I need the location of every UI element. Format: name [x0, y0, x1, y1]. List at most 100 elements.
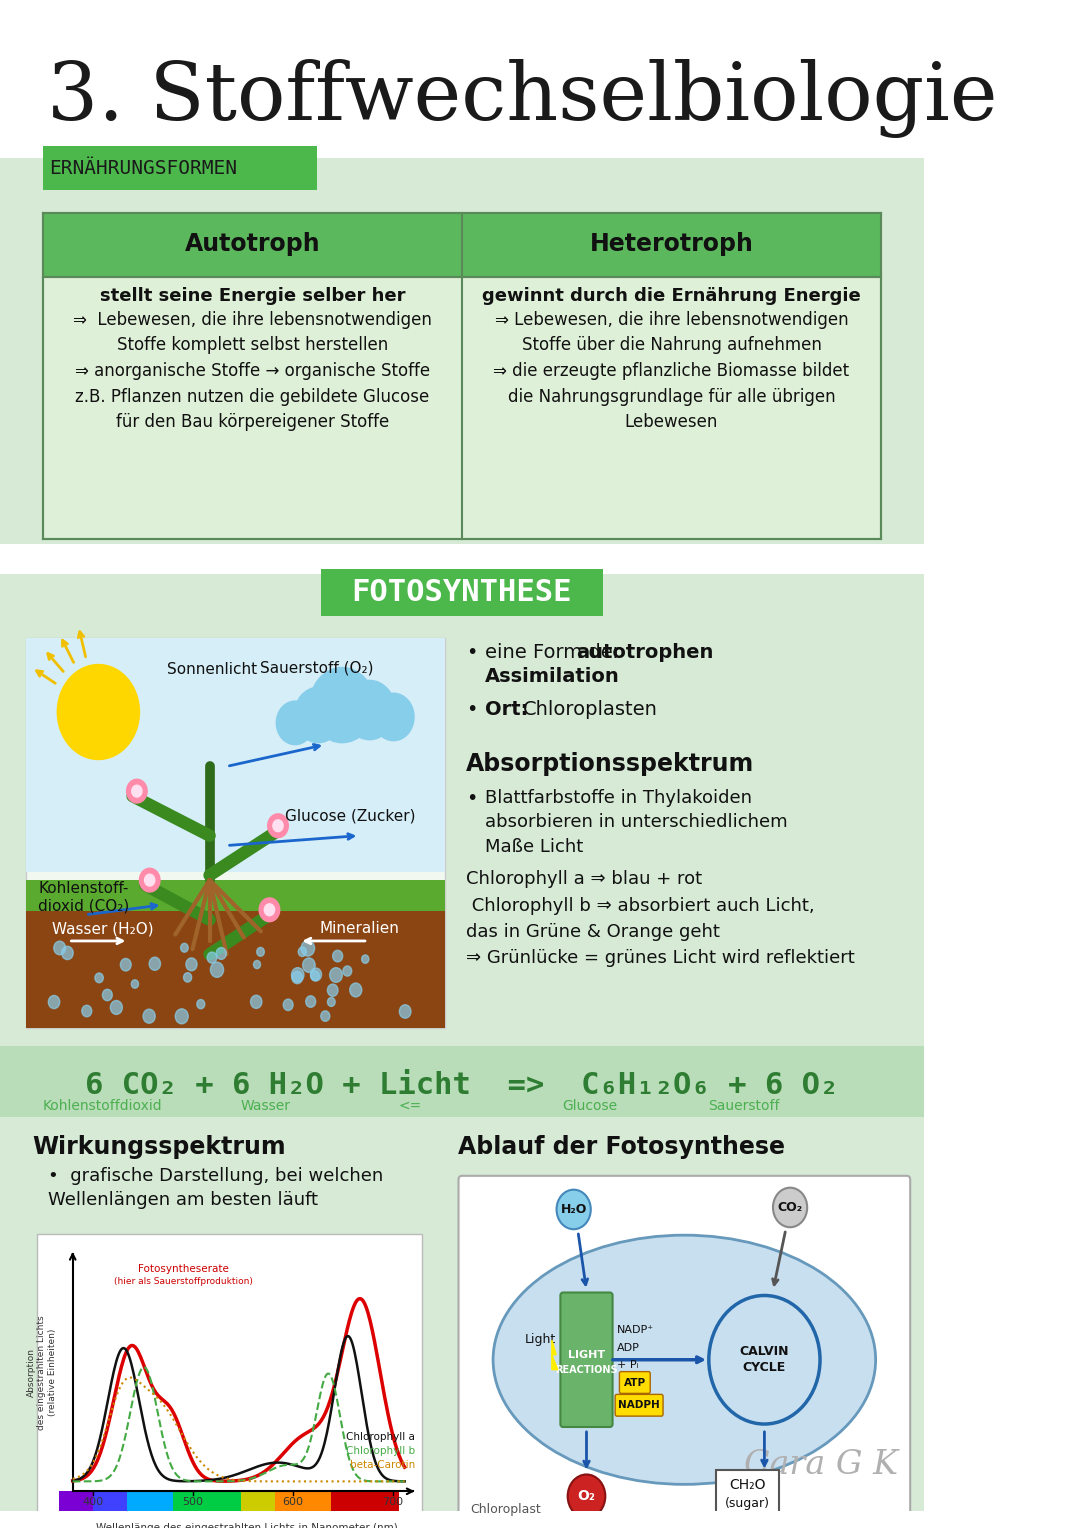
FancyBboxPatch shape [332, 1491, 400, 1526]
Circle shape [254, 961, 260, 969]
FancyBboxPatch shape [43, 212, 881, 277]
Text: 500: 500 [183, 1497, 203, 1507]
Text: •  grafische Darstellung, bei welchen
Wellenlängen am besten läuft: • grafische Darstellung, bei welchen Wel… [48, 1167, 383, 1209]
Text: 600: 600 [283, 1497, 303, 1507]
Text: O₂: O₂ [578, 1490, 595, 1504]
FancyBboxPatch shape [0, 544, 923, 573]
Circle shape [251, 995, 262, 1008]
Text: Cara G K: Cara G K [744, 1450, 899, 1481]
Text: Chlorophyll b: Chlorophyll b [346, 1445, 415, 1456]
Text: Absorptionsspektrum: Absorptionsspektrum [467, 752, 755, 776]
Text: Mineralien: Mineralien [320, 921, 400, 937]
Text: Wasser: Wasser [240, 1099, 291, 1112]
Circle shape [568, 1475, 605, 1517]
Text: beta-Carotin: beta-Carotin [350, 1459, 415, 1470]
Text: Wasser (H₂O): Wasser (H₂O) [52, 921, 153, 937]
Circle shape [329, 967, 342, 983]
Text: 700: 700 [382, 1497, 404, 1507]
Text: Absorption
des eingestrahlten Lichts
(relative Einheiten): Absorption des eingestrahlten Lichts (re… [27, 1316, 57, 1430]
Text: Assimilation: Assimilation [485, 666, 620, 686]
Text: Blattfarbstoffe in Thylakoiden
absorbieren in unterschiedlichem
Maße Licht: Blattfarbstoffe in Thylakoiden absorbier… [485, 788, 787, 856]
FancyBboxPatch shape [0, 544, 923, 573]
Text: Fotosyntheserate: Fotosyntheserate [138, 1264, 229, 1274]
Circle shape [343, 966, 352, 976]
Text: Ort:: Ort: [485, 700, 536, 720]
Text: Chloroplasten: Chloroplasten [523, 700, 658, 720]
Polygon shape [552, 1340, 558, 1369]
Text: 400: 400 [82, 1497, 104, 1507]
Text: Chlorophyll a ⇒ blau + rot
 Chlorophyll b ⇒ absorbiert auch Licht,
das in Grüne : Chlorophyll a ⇒ blau + rot Chlorophyll b… [467, 871, 855, 967]
FancyBboxPatch shape [620, 1372, 650, 1394]
FancyBboxPatch shape [241, 1491, 274, 1526]
Circle shape [110, 1001, 122, 1015]
Circle shape [103, 989, 112, 1001]
Text: •: • [467, 643, 477, 662]
Circle shape [257, 947, 265, 957]
Text: Glucose: Glucose [563, 1099, 618, 1112]
Circle shape [207, 952, 217, 963]
Text: Autotroph: Autotroph [185, 232, 320, 257]
Circle shape [62, 946, 73, 960]
FancyBboxPatch shape [26, 911, 445, 1028]
Circle shape [298, 947, 307, 957]
Text: Light: Light [525, 1334, 556, 1346]
FancyBboxPatch shape [616, 1395, 663, 1416]
Text: ATP: ATP [624, 1378, 646, 1387]
Circle shape [120, 958, 131, 970]
Text: (sugar): (sugar) [725, 1496, 770, 1510]
Text: FOTOSYNTHESE: FOTOSYNTHESE [352, 578, 572, 607]
Text: stellt seine Energie selber her: stellt seine Energie selber her [99, 287, 405, 304]
Text: REACTIONS: REACTIONS [555, 1365, 618, 1375]
FancyBboxPatch shape [0, 573, 923, 1511]
Text: •: • [467, 700, 477, 720]
Text: •: • [467, 788, 477, 808]
FancyBboxPatch shape [26, 637, 445, 1028]
FancyBboxPatch shape [321, 568, 603, 616]
Text: CH₂O: CH₂O [729, 1479, 766, 1493]
Circle shape [259, 898, 280, 921]
FancyBboxPatch shape [127, 1491, 173, 1526]
Text: ⇒ Lebewesen, die ihre lebensnotwendigen
Stoffe über die Nahrung aufnehmen
⇒ die : ⇒ Lebewesen, die ihre lebensnotwendigen … [494, 310, 850, 431]
Circle shape [186, 958, 197, 970]
Text: 3. Stoffwechselbiologie: 3. Stoffwechselbiologie [48, 60, 998, 139]
FancyBboxPatch shape [716, 1470, 779, 1517]
Circle shape [321, 1012, 329, 1021]
Circle shape [273, 821, 283, 831]
Circle shape [373, 694, 414, 741]
Text: Kohlenstoff-: Kohlenstoff- [39, 882, 129, 895]
Circle shape [773, 1187, 807, 1227]
Text: Wellenlänge des eingestrahlten Lichts in Nanometer (nm): Wellenlänge des eingestrahlten Lichts in… [96, 1523, 399, 1528]
FancyBboxPatch shape [561, 1293, 612, 1427]
Circle shape [268, 814, 288, 837]
Circle shape [95, 973, 104, 983]
Circle shape [343, 680, 395, 740]
Circle shape [708, 1296, 820, 1424]
FancyBboxPatch shape [43, 277, 881, 539]
Text: autotrophen: autotrophen [577, 643, 714, 662]
Circle shape [216, 947, 227, 960]
Text: Sauerstoff: Sauerstoff [708, 1099, 780, 1112]
FancyBboxPatch shape [26, 880, 445, 911]
Circle shape [175, 1008, 188, 1024]
Text: + Pᵢ: + Pᵢ [617, 1360, 638, 1369]
Circle shape [283, 999, 293, 1010]
Circle shape [400, 1005, 411, 1018]
Text: CYCLE: CYCLE [743, 1361, 786, 1374]
Text: gewinnt durch die Ernährung Energie: gewinnt durch die Ernährung Energie [482, 287, 861, 304]
Circle shape [265, 905, 274, 915]
FancyBboxPatch shape [26, 637, 445, 872]
FancyBboxPatch shape [43, 147, 316, 189]
Circle shape [310, 668, 375, 743]
FancyBboxPatch shape [59, 1491, 93, 1526]
Circle shape [333, 950, 342, 961]
Text: Sonnenlicht: Sonnenlicht [166, 663, 257, 677]
Text: NADP⁺: NADP⁺ [617, 1325, 654, 1335]
Text: 6 CO₂ + 6 H₂O + Licht  =>  C₆H₁₂O₆ + 6 O₂: 6 CO₂ + 6 H₂O + Licht => C₆H₁₂O₆ + 6 O₂ [85, 1071, 839, 1100]
Circle shape [126, 779, 147, 804]
FancyBboxPatch shape [173, 1491, 241, 1526]
Text: H₂O: H₂O [561, 1203, 586, 1216]
Text: NADPH: NADPH [618, 1400, 660, 1410]
Circle shape [197, 999, 205, 1008]
Circle shape [180, 943, 188, 952]
Text: Heterotroph: Heterotroph [590, 232, 754, 257]
